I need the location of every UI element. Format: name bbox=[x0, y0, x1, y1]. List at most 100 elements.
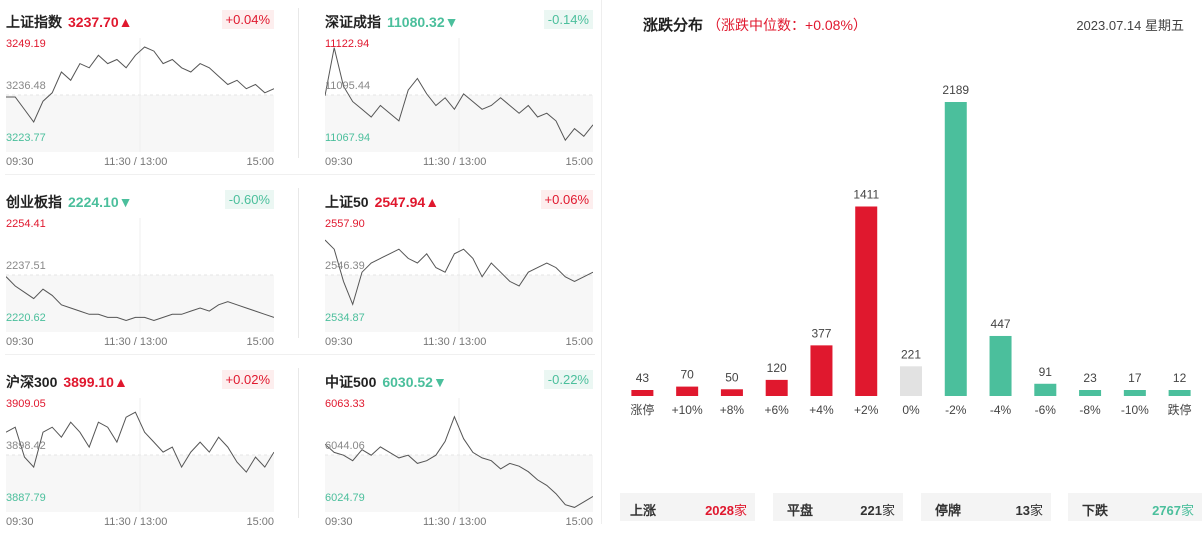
column-divider bbox=[298, 368, 299, 518]
index-card[interactable]: 创业板指 2224.10▼ -0.60% 2254.41 2237.51 2220… bbox=[6, 188, 274, 358]
distribution-bar[interactable] bbox=[765, 379, 788, 396]
index-sparkline bbox=[325, 38, 593, 152]
distribution-bar[interactable] bbox=[1079, 390, 1102, 396]
index-name: 中证500 6030.52▼ bbox=[325, 372, 447, 392]
distribution-bar[interactable] bbox=[676, 386, 699, 396]
distribution-bar[interactable] bbox=[1123, 390, 1146, 396]
bar-value-label: 1411 bbox=[853, 187, 879, 201]
suspended-count: 停牌 13家 bbox=[921, 493, 1051, 521]
index-name: 沪深300 3899.10▲ bbox=[6, 372, 128, 392]
distribution-title-text: 涨跌分布 bbox=[643, 17, 704, 34]
index-sparkline bbox=[325, 218, 593, 332]
stat-unit: 家 bbox=[1180, 503, 1194, 518]
flat-count: 平盘 221家 bbox=[773, 493, 903, 521]
index-price: 3899.10▲ bbox=[63, 374, 127, 390]
column-divider bbox=[298, 8, 299, 158]
bar-category-label: -6% bbox=[1035, 403, 1057, 417]
bar-value-label: 23 bbox=[1083, 371, 1097, 385]
stat-number: 2767 bbox=[1152, 503, 1181, 518]
fall-count: 下跌 2767家 bbox=[1068, 493, 1202, 521]
index-price: 2547.94▲ bbox=[375, 194, 439, 210]
bar-category-label: +10% bbox=[672, 403, 703, 417]
distribution-bar[interactable] bbox=[944, 102, 967, 396]
time-end: 15:00 bbox=[246, 156, 274, 168]
bar-value-label: 12 bbox=[1173, 371, 1187, 385]
stat-number: 221 bbox=[860, 503, 882, 518]
time-end: 15:00 bbox=[565, 336, 593, 348]
bar-category-label: -4% bbox=[990, 403, 1012, 417]
up-arrow-icon: ▲ bbox=[113, 374, 128, 390]
index-card[interactable]: 上证指数 3237.70▲ +0.04% 3249.19 3236.48 3223… bbox=[6, 8, 274, 178]
distribution-bar[interactable] bbox=[989, 335, 1012, 396]
time-start: 09:30 bbox=[6, 516, 34, 528]
price-line bbox=[6, 276, 274, 322]
distribution-bar[interactable] bbox=[631, 390, 654, 396]
index-card[interactable]: 上证50 2547.94▲ +0.06% 2557.90 2546.39 2534… bbox=[325, 188, 593, 358]
price-line bbox=[325, 239, 593, 306]
index-change-percent: -0.60% bbox=[224, 190, 274, 209]
panel-separator bbox=[601, 0, 602, 524]
price-line bbox=[325, 47, 593, 142]
bar-value-label: 120 bbox=[767, 361, 787, 375]
index-price: 6030.52▼ bbox=[382, 374, 446, 390]
bar-category-label: -2% bbox=[945, 403, 967, 417]
index-price: 11080.32▼ bbox=[387, 14, 458, 30]
bar-category-label: +8% bbox=[720, 403, 745, 417]
stat-value: 13家 bbox=[1016, 500, 1043, 519]
distribution-bar[interactable] bbox=[900, 366, 922, 396]
index-high-label: 11122.94 bbox=[325, 38, 370, 50]
index-card[interactable]: 中证500 6030.52▼ -0.22% 6063.33 6044.06 602… bbox=[325, 368, 593, 538]
bar-value-label: 50 bbox=[725, 370, 739, 384]
index-card[interactable]: 深证成指 11080.32▼ -0.14% 11122.94 11095.44 1… bbox=[325, 8, 593, 178]
bar-value-label: 377 bbox=[811, 326, 831, 340]
distribution-bar[interactable] bbox=[1168, 390, 1191, 396]
time-start: 09:30 bbox=[6, 156, 34, 168]
index-low-label: 6024.79 bbox=[325, 492, 365, 504]
index-change-percent: +0.02% bbox=[221, 370, 274, 389]
distribution-bar[interactable] bbox=[1034, 383, 1057, 396]
index-name-text: 深证成指 bbox=[325, 14, 381, 30]
index-name: 深证成指 11080.32▼ bbox=[325, 12, 458, 32]
bar-category-label: 0% bbox=[902, 403, 920, 417]
index-card[interactable]: 沪深300 3899.10▲ +0.02% 3909.05 3898.42 388… bbox=[6, 368, 274, 538]
down-arrow-icon: ▼ bbox=[118, 194, 133, 210]
index-price-value: 2224.10 bbox=[68, 194, 119, 210]
time-end: 15:00 bbox=[565, 516, 593, 528]
price-line bbox=[6, 46, 274, 123]
index-price-value: 3237.70 bbox=[68, 14, 119, 30]
stat-number: 13 bbox=[1015, 503, 1030, 518]
time-mid: 11:30 / 13:00 bbox=[423, 516, 487, 528]
bar-value-label: 43 bbox=[636, 371, 650, 385]
time-end: 15:00 bbox=[565, 156, 593, 168]
distribution-bar[interactable] bbox=[855, 206, 878, 396]
stat-value: 2028家 bbox=[705, 500, 747, 519]
time-mid: 11:30 / 13:00 bbox=[423, 336, 487, 348]
distribution-bar[interactable] bbox=[810, 345, 833, 396]
index-mid-label: 3236.48 bbox=[6, 80, 46, 92]
index-sparkline bbox=[6, 38, 274, 152]
stat-unit: 家 bbox=[733, 503, 747, 518]
index-high-label: 3909.05 bbox=[6, 398, 46, 410]
column-divider bbox=[298, 188, 299, 338]
distribution-title: 涨跌分布 （涨跌中位数：+0.08%） bbox=[643, 14, 867, 35]
trade-date: 2023.07.14 星期五 bbox=[1076, 18, 1184, 33]
index-price-value: 2547.94 bbox=[374, 194, 426, 210]
index-low-label: 3887.79 bbox=[6, 492, 46, 504]
rise-count: 上涨 2028家 bbox=[620, 493, 755, 521]
stat-label: 平盘 bbox=[787, 503, 814, 518]
index-sparkline bbox=[6, 218, 274, 332]
down-arrow-icon: ▼ bbox=[432, 374, 447, 390]
up-arrow-icon: ▲ bbox=[425, 194, 440, 210]
index-change-percent: -0.22% bbox=[543, 370, 593, 389]
distribution-bar[interactable] bbox=[720, 389, 743, 396]
index-mid-label: 11095.44 bbox=[325, 80, 371, 92]
stat-value: 221家 bbox=[860, 500, 895, 519]
bar-category-label: -10% bbox=[1121, 403, 1149, 417]
index-mid-label: 2237.51 bbox=[6, 260, 46, 272]
index-price: 2224.10▼ bbox=[68, 194, 132, 210]
bar-category-label: -8% bbox=[1079, 403, 1101, 417]
bar-value-label: 447 bbox=[991, 317, 1011, 331]
bar-category-label: +4% bbox=[809, 403, 834, 417]
median-change: （涨跌中位数：+0.08%） bbox=[707, 17, 867, 33]
time-mid: 11:30 / 13:00 bbox=[423, 156, 487, 168]
